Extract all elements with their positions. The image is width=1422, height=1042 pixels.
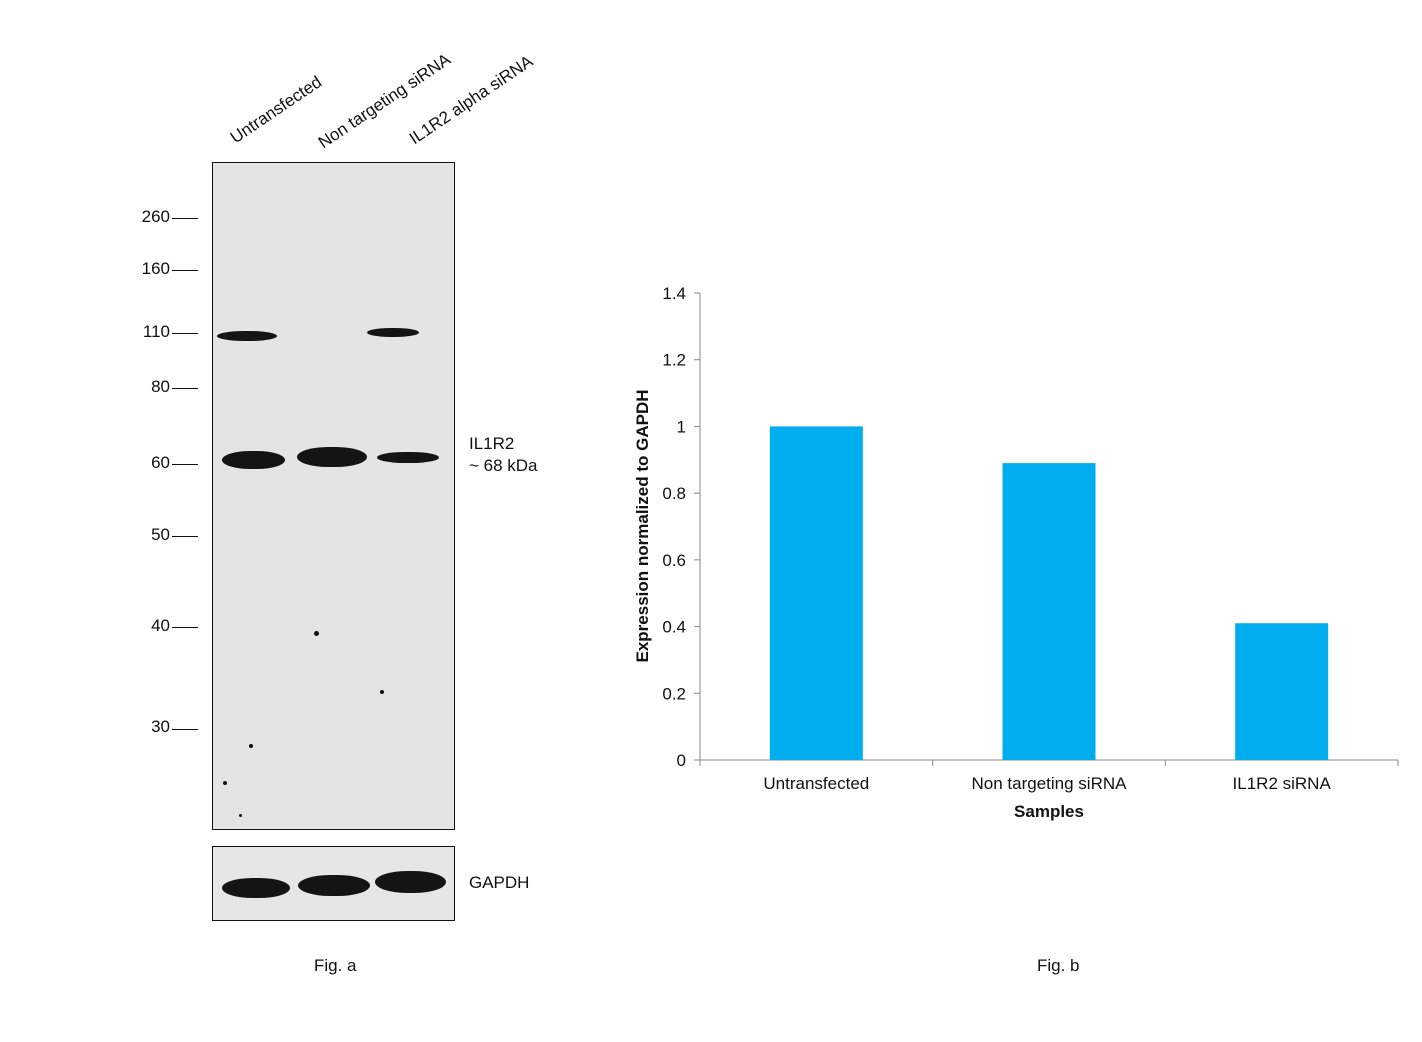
y-axis-title: Expression normalized to GAPDH bbox=[633, 390, 652, 663]
y-tick-label: 0 bbox=[677, 751, 686, 770]
y-tick-label: 0.2 bbox=[662, 684, 686, 703]
marker-60: 60 bbox=[151, 453, 170, 472]
fig-b-caption: Fig. b bbox=[1037, 956, 1080, 975]
gapdh-label: GAPDH bbox=[469, 873, 530, 892]
band-il1r2-lane3 bbox=[377, 452, 439, 463]
band-gapdh-lane2 bbox=[298, 875, 370, 896]
band-110-lane1 bbox=[217, 331, 277, 341]
marker-40: 40 bbox=[151, 616, 170, 635]
bar bbox=[1235, 623, 1329, 760]
band-gapdh-lane1 bbox=[222, 878, 290, 898]
fig-a-caption: Fig. a bbox=[314, 956, 357, 975]
speck bbox=[314, 631, 319, 636]
y-tick-label: 0.4 bbox=[662, 618, 686, 637]
x-axis-title: Samples bbox=[1014, 802, 1084, 821]
il1r2-size-label: ~ 68 kDa bbox=[469, 456, 538, 475]
bar bbox=[769, 426, 863, 760]
marker-tick bbox=[172, 729, 198, 730]
band-gapdh-lane3 bbox=[375, 871, 446, 893]
speck bbox=[223, 781, 227, 785]
il1r2-band-label: IL1R2 bbox=[469, 434, 515, 453]
y-tick-label: 1.2 bbox=[662, 351, 686, 370]
marker-50: 50 bbox=[151, 525, 170, 544]
y-tick-label: 1.4 bbox=[662, 284, 686, 303]
band-110-lane3 bbox=[367, 328, 419, 337]
marker-30: 30 bbox=[151, 717, 170, 736]
blot-main-panel bbox=[212, 162, 455, 830]
x-tick-label: IL1R2 siRNA bbox=[1233, 774, 1332, 793]
x-tick-label: Non targeting siRNA bbox=[972, 774, 1128, 793]
marker-260: 260 bbox=[141, 207, 170, 226]
speck bbox=[239, 814, 242, 817]
bar bbox=[1002, 463, 1096, 760]
speck bbox=[380, 690, 384, 694]
x-tick-label: Untransfected bbox=[763, 774, 869, 793]
blot-gapdh-panel bbox=[212, 846, 455, 921]
marker-tick bbox=[172, 388, 198, 389]
marker-tick bbox=[172, 627, 198, 628]
speck bbox=[249, 744, 253, 748]
band-il1r2-lane2 bbox=[297, 447, 367, 467]
marker-tick bbox=[172, 270, 198, 271]
marker-110: 110 bbox=[142, 322, 170, 341]
marker-160: 160 bbox=[141, 259, 170, 278]
marker-tick bbox=[172, 333, 198, 334]
y-tick-label: 0.8 bbox=[662, 484, 686, 503]
y-tick-label: 0.6 bbox=[662, 551, 686, 570]
band-il1r2-lane1 bbox=[222, 451, 285, 469]
marker-80: 80 bbox=[151, 377, 170, 396]
y-tick-label: 1 bbox=[677, 417, 686, 436]
marker-tick bbox=[172, 536, 198, 537]
marker-tick bbox=[172, 464, 198, 465]
marker-tick bbox=[172, 218, 198, 219]
